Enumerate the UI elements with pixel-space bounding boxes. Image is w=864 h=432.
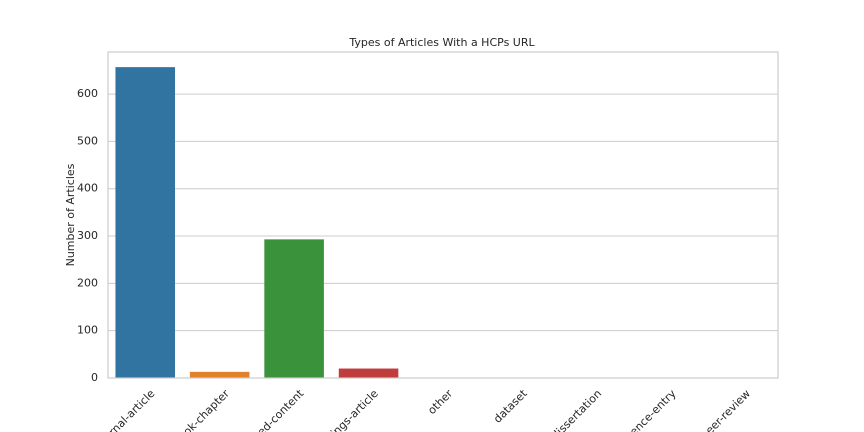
y-tick-label: 0 [91,371,98,384]
bar [189,371,250,378]
bar [264,239,324,378]
x-tick-label: book-chapter [171,387,232,432]
x-tick-label: dissertation [549,387,604,432]
x-tick-label: journal-article [94,387,158,432]
y-tick-label: 400 [77,182,98,195]
bar [338,368,399,378]
x-tick-label: reference-entry [609,387,679,432]
x-tick-label: proceedings-article [297,387,381,432]
y-tick-label: 200 [77,276,98,289]
x-tick-label: dataset [491,387,530,426]
x-tick-label: posted-content [238,387,307,432]
plot-frame [107,51,779,379]
x-tick-label: peer-review [698,387,753,432]
y-tick-label: 100 [77,324,98,337]
y-tick-label: 500 [77,134,98,147]
y-axis-label: Number of Articles [64,163,77,266]
y-tick-label: 300 [77,229,98,242]
x-tick-label: other [425,387,455,417]
chart-title: Types of Articles With a HCPs URL [348,36,535,49]
y-tick-label: 600 [77,87,98,100]
bar [115,67,175,379]
